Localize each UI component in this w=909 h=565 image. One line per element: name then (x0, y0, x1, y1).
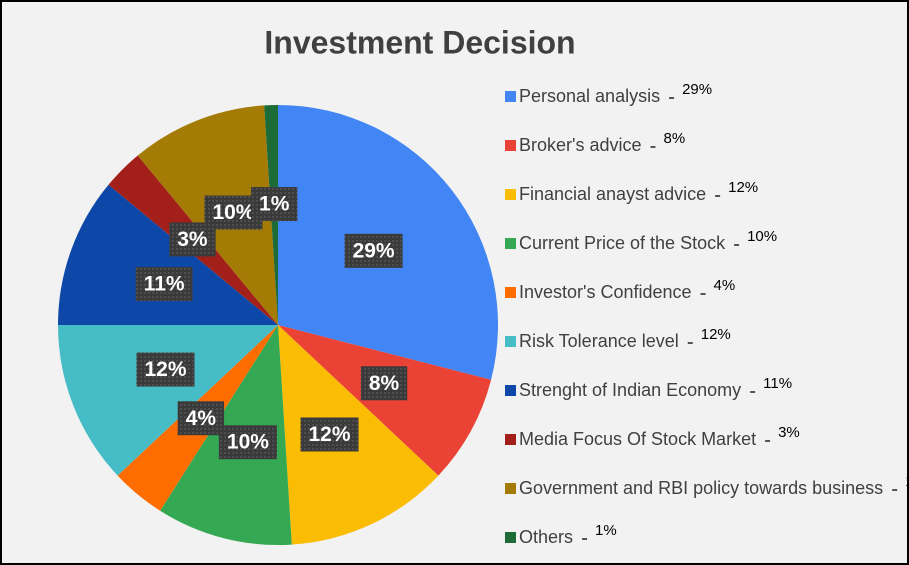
pie-slice (278, 325, 492, 476)
legend: Personal analysis 29% Broker's advice 8% Fin… (505, 81, 909, 547)
chart-title: Investment Decision (264, 24, 575, 60)
legend-swatch (505, 91, 516, 102)
data-label-box (300, 417, 359, 452)
legend-label: Financial anayst advice (519, 184, 706, 204)
legend-label: Broker's advice (519, 135, 641, 155)
data-label: 29% (353, 239, 395, 262)
data-label: 1% (259, 193, 290, 216)
legend-label: Current Price of the Stock (519, 233, 726, 253)
legend-swatch (505, 483, 516, 494)
data-label-box (344, 233, 403, 268)
data-label: 3% (177, 228, 208, 251)
legend-value: 10% (905, 473, 909, 490)
legend-value: 10% (747, 228, 777, 245)
data-label-box (360, 366, 408, 401)
legend-swatch (505, 238, 516, 249)
legend-swatch (505, 336, 516, 347)
data-label: 12% (309, 423, 351, 446)
data-label: 8% (369, 372, 400, 395)
legend-value: 3% (778, 424, 800, 441)
data-label: 10% (227, 431, 269, 454)
data-label-box (136, 352, 195, 387)
legend-label: Risk Tolerance level (519, 331, 679, 351)
data-label-box (177, 401, 225, 436)
data-label-box (218, 425, 277, 460)
data-label-box (135, 267, 193, 302)
pie-slice (57, 325, 278, 476)
data-label: 4% (186, 407, 217, 430)
legend-value: 4% (714, 277, 736, 294)
pie-slice (58, 184, 278, 325)
legend-label: Investor's Confidence (519, 282, 692, 302)
legend-label: Strenght of Indian Economy (519, 380, 741, 400)
data-labels: 29%8%12%10%4%12%11%3%10% 1% (135, 187, 408, 460)
legend-value: 11% (763, 375, 792, 392)
data-label: 10% (212, 201, 254, 224)
pie (57, 105, 498, 545)
legend-swatch (505, 140, 516, 151)
legend-label: Government and RBI policy towards busine… (519, 478, 883, 498)
legend-swatch (505, 532, 516, 543)
legend-swatch (505, 287, 516, 298)
legend-label: Personal analysis (519, 86, 660, 106)
legend-swatch (505, 434, 516, 445)
legend-label: Others (519, 527, 573, 547)
legend-value: 12% (701, 326, 731, 343)
legend-value: 8% (663, 130, 685, 147)
legend-swatch (505, 385, 516, 396)
data-label: 11% (144, 273, 185, 296)
legend-label: Media Focus Of Stock Market (519, 429, 756, 449)
data-label-box (251, 187, 298, 222)
legend-value: 1% (595, 522, 617, 539)
legend-value: 12% (728, 179, 758, 196)
legend-value: 29% (682, 81, 712, 98)
data-label: 12% (144, 358, 186, 381)
legend-swatch (505, 189, 516, 200)
